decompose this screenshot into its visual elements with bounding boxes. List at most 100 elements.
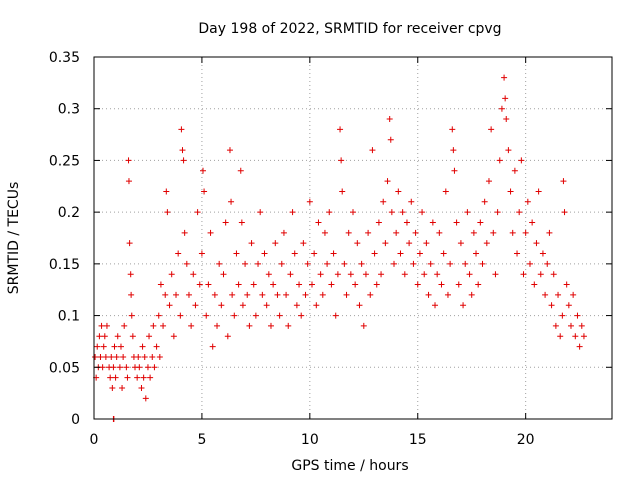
data-point — [403, 219, 410, 226]
data-point — [289, 209, 296, 216]
data-point — [347, 271, 354, 278]
data-point — [529, 219, 536, 226]
data-points — [92, 74, 587, 422]
data-point — [341, 260, 348, 267]
data-point — [134, 374, 141, 381]
data-point — [535, 188, 542, 195]
data-point — [222, 219, 229, 226]
data-point — [391, 260, 398, 267]
data-point — [505, 147, 512, 154]
data-point — [272, 240, 279, 247]
y-tick-labels: 0 0.05 0.1 0.15 0.2 0.25 0.3 0.35 — [49, 50, 80, 428]
data-point — [481, 198, 488, 205]
data-point — [177, 312, 184, 319]
chart-title: Day 198 of 2022, SRMTID for receiver cpv… — [198, 21, 501, 37]
data-point — [324, 260, 331, 267]
data-point — [460, 302, 467, 309]
data-point — [455, 281, 462, 288]
data-point — [280, 229, 287, 236]
data-point — [449, 126, 456, 133]
data-point — [224, 333, 231, 340]
data-point — [267, 322, 274, 329]
data-point — [563, 281, 570, 288]
data-point — [231, 312, 238, 319]
data-point — [475, 281, 482, 288]
data-point — [181, 229, 188, 236]
data-point — [308, 281, 315, 288]
data-point — [198, 250, 205, 257]
data-point — [542, 291, 549, 298]
data-point — [313, 302, 320, 309]
data-point — [283, 291, 290, 298]
data-point — [350, 209, 356, 216]
data-point — [144, 364, 151, 371]
data-point — [296, 281, 303, 288]
y-tick-label: 0.2 — [58, 205, 80, 221]
data-point — [561, 209, 568, 216]
data-point — [387, 136, 394, 143]
data-point — [135, 353, 142, 360]
data-point — [211, 291, 218, 298]
data-point — [155, 312, 162, 319]
data-point — [494, 209, 501, 216]
data-point — [244, 291, 251, 298]
data-point — [129, 333, 136, 340]
data-point — [228, 198, 235, 205]
data-point — [507, 188, 514, 195]
data-point — [382, 240, 389, 247]
data-point — [518, 157, 525, 164]
data-point — [192, 302, 199, 309]
data-point — [149, 353, 156, 360]
data-point — [360, 322, 367, 329]
data-point — [552, 322, 559, 329]
data-point — [265, 271, 272, 278]
data-point — [138, 384, 145, 391]
data-point — [248, 240, 255, 247]
data-point — [567, 322, 574, 329]
data-point — [108, 353, 115, 360]
data-point — [369, 147, 376, 154]
data-point — [163, 188, 170, 195]
data-point — [425, 291, 432, 298]
data-point — [557, 333, 564, 340]
data-point — [319, 291, 326, 298]
data-point — [397, 250, 404, 257]
data-point — [498, 105, 505, 112]
data-point — [539, 250, 546, 257]
data-point — [345, 229, 352, 236]
x-tick-labels: 0 5 10 15 20 — [90, 432, 535, 448]
data-point — [218, 302, 225, 309]
data-point — [380, 198, 387, 205]
data-point — [503, 116, 510, 123]
data-point — [338, 157, 345, 164]
data-point — [194, 209, 201, 216]
data-point — [511, 167, 518, 174]
y-tick-label: 0.1 — [58, 309, 80, 325]
data-point — [537, 271, 544, 278]
data-point — [250, 281, 257, 288]
data-point — [516, 209, 523, 216]
data-point — [119, 384, 126, 391]
data-point — [235, 281, 242, 288]
data-point — [147, 374, 154, 381]
data-point — [242, 260, 249, 267]
data-point — [492, 271, 499, 278]
data-point — [125, 157, 132, 164]
data-point — [156, 353, 163, 360]
data-point — [239, 302, 246, 309]
data-point — [375, 219, 382, 226]
data-point — [116, 364, 123, 371]
data-point — [94, 343, 101, 350]
data-point — [214, 322, 221, 329]
data-point — [276, 312, 283, 319]
data-point — [160, 322, 167, 329]
data-point — [447, 260, 454, 267]
data-point — [120, 353, 127, 360]
data-point — [326, 209, 333, 216]
data-point — [502, 95, 509, 102]
data-point — [140, 374, 147, 381]
data-point — [111, 343, 118, 350]
data-point — [362, 271, 369, 278]
data-point — [423, 240, 430, 247]
data-point — [128, 291, 135, 298]
